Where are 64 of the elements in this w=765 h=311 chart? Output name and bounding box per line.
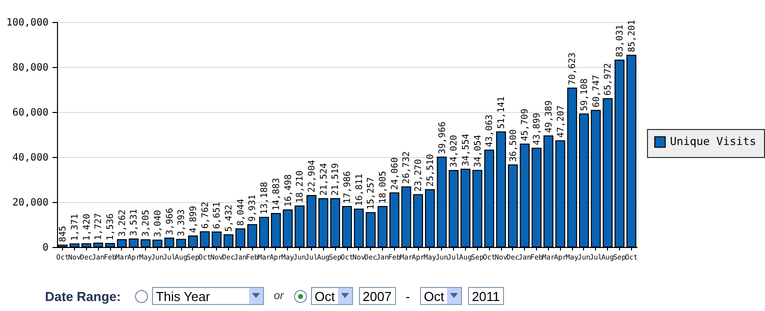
text: 15,257 bbox=[366, 177, 377, 210]
text: 16,498 bbox=[284, 174, 294, 207]
text: 34,054 bbox=[473, 134, 484, 168]
text: 60,747 bbox=[592, 74, 602, 108]
text: 3,966 bbox=[165, 208, 176, 236]
text: 34,554 bbox=[461, 134, 472, 166]
text: 6,762 bbox=[200, 202, 211, 229]
text: 22,904 bbox=[307, 160, 318, 192]
dropdown: Oct bbox=[420, 287, 462, 305]
text: 45,709 bbox=[520, 108, 531, 142]
text: 49,389 bbox=[544, 100, 554, 133]
text: 43,899 bbox=[532, 112, 543, 146]
text: 1,371 bbox=[70, 214, 80, 241]
text: 16,811 bbox=[354, 174, 365, 206]
text: 34,020 bbox=[450, 134, 460, 168]
y-tick-label: 40,000 bbox=[12, 152, 48, 164]
text: 23,270 bbox=[414, 159, 424, 192]
text: 26,732 bbox=[402, 151, 412, 184]
text: 24,060 bbox=[390, 157, 400, 190]
text: 47,207 bbox=[556, 105, 566, 138]
dropdown: Oct bbox=[310, 287, 353, 305]
text: 3,262 bbox=[118, 210, 128, 237]
y-tick-label: 0 bbox=[42, 242, 48, 254]
text: 21,519 bbox=[331, 163, 342, 196]
text: or bbox=[274, 290, 284, 302]
text: 3,393 bbox=[177, 209, 188, 236]
text: 845 bbox=[58, 226, 69, 242]
text: 1,727 bbox=[94, 213, 104, 240]
text: 5,432 bbox=[224, 204, 235, 232]
text-field: 2011 bbox=[468, 287, 504, 305]
text: 65,972 bbox=[604, 63, 614, 96]
text: 8,044 bbox=[236, 198, 246, 226]
text: 3,040 bbox=[153, 210, 164, 238]
y-tick-label: 80,000 bbox=[12, 62, 48, 74]
text: 59,108 bbox=[580, 78, 590, 112]
y-tick-label: 100,000 bbox=[6, 18, 48, 28]
text: 25,510 bbox=[426, 154, 436, 187]
legend-label: Unique Visits bbox=[670, 135, 756, 148]
text: 6,651 bbox=[212, 202, 223, 230]
text: 14,883 bbox=[272, 178, 282, 211]
text: 1,536 bbox=[106, 213, 116, 241]
dropdown: This Year bbox=[152, 287, 264, 305]
text: 4,899 bbox=[188, 206, 199, 233]
text: 85,201 bbox=[627, 20, 638, 52]
text: 36,500 bbox=[508, 129, 519, 162]
text: 1,420 bbox=[82, 214, 92, 241]
y-tick-label: 60,000 bbox=[12, 108, 48, 118]
text: Date Range: bbox=[45, 288, 121, 304]
text: 13,188 bbox=[260, 182, 270, 214]
text: 17,986 bbox=[343, 171, 353, 204]
text-field: 2007 bbox=[358, 287, 396, 305]
text: 3,531 bbox=[130, 208, 140, 236]
y-tick-label: 20,000 bbox=[12, 198, 48, 208]
text: 3,205 bbox=[142, 210, 152, 237]
text: 83,031 bbox=[616, 24, 626, 58]
text: 39,966 bbox=[438, 122, 448, 154]
text: 21,524 bbox=[319, 163, 330, 196]
text: 70,623 bbox=[568, 52, 578, 86]
text: 9,931 bbox=[248, 194, 258, 222]
text: 18,210 bbox=[296, 170, 306, 204]
text: 43,063 bbox=[485, 114, 496, 148]
text: 18,005 bbox=[378, 170, 389, 204]
text: 51,141 bbox=[497, 96, 508, 129]
text: - bbox=[406, 288, 410, 304]
